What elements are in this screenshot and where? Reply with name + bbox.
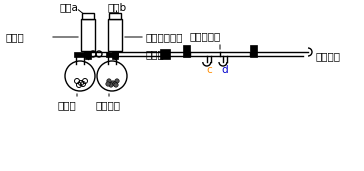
Bar (106, 52, 118, 57)
Bar (160, 49, 170, 59)
Text: 二氧化锰: 二氧化锰 (95, 100, 120, 110)
Text: 稀盐酸: 稀盐酸 (5, 32, 24, 42)
Bar (109, 13, 121, 19)
Text: c: c (206, 65, 212, 75)
Bar (85, 51, 91, 59)
Circle shape (107, 79, 111, 83)
Circle shape (114, 83, 118, 87)
Bar (190, 52, 250, 56)
Text: 滴管a: 滴管a (60, 2, 79, 12)
Bar (81, 19, 95, 51)
Circle shape (111, 81, 115, 85)
Bar (250, 45, 257, 57)
Text: 硬质玻璃管: 硬质玻璃管 (190, 31, 221, 41)
Text: 过氧化氢溶液: 过氧化氢溶液 (145, 32, 182, 42)
Text: 尾气处理: 尾气处理 (315, 51, 340, 61)
Circle shape (109, 83, 113, 87)
Bar (82, 13, 94, 19)
Circle shape (106, 82, 110, 86)
Bar (183, 45, 190, 57)
Bar (112, 51, 118, 59)
Bar (74, 52, 86, 57)
Text: 滴管b: 滴管b (108, 2, 127, 12)
Text: 石灰石: 石灰石 (57, 100, 76, 110)
Text: 双球管: 双球管 (145, 49, 164, 59)
Circle shape (113, 82, 117, 86)
Bar (108, 19, 122, 51)
Text: d: d (222, 65, 228, 75)
Circle shape (115, 79, 119, 83)
